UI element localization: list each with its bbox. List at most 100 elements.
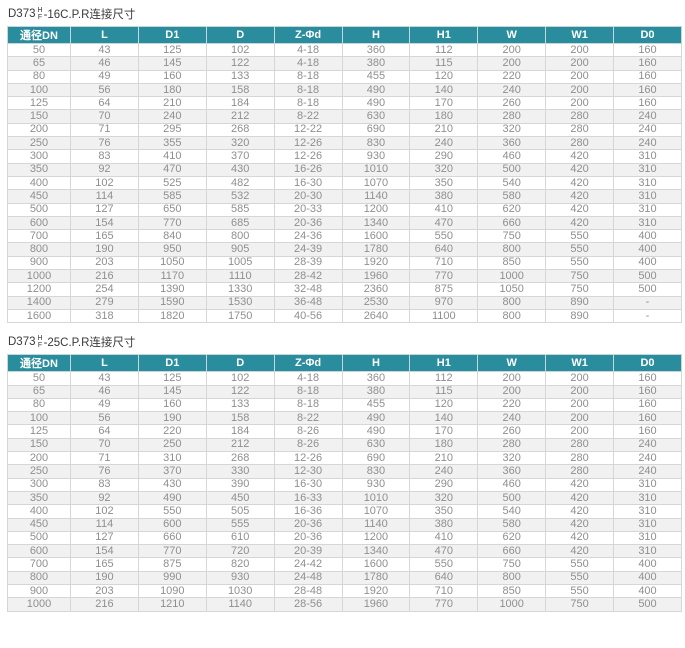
table-cell: 450 [7, 189, 71, 204]
table-cell: 1750 [205, 308, 275, 324]
table-cell: 184 [205, 424, 275, 439]
table-cell: 905 [205, 242, 275, 257]
table-cell: 280 [477, 437, 547, 453]
table-cell: 260 [477, 96, 547, 111]
table-cell: 550 [137, 504, 207, 519]
table-cell: 1340 [341, 215, 411, 231]
table-cell: 800 [7, 570, 71, 585]
table-cell: 1070 [341, 504, 411, 519]
table-cell: 750 [545, 269, 614, 284]
table-cell: 1200 [7, 282, 71, 297]
table-row: 100 56 190 158 8-22 490 140 240 200 160 [7, 411, 682, 426]
table-cell: 200 [477, 384, 547, 399]
table-cell: 28-42 [273, 269, 343, 284]
table-row: 800 190 990 930 24-48 1780 640 800 550 400 [7, 570, 682, 585]
header-row: 通径DN L D1 D Z-Φd H H1 W W1 D0 [7, 26, 682, 44]
table-cell: 1330 [205, 282, 275, 297]
table-cell: 240 [613, 136, 682, 151]
table-cell: 114 [70, 517, 139, 532]
table-cell: 585 [137, 189, 207, 204]
table-cell: 12-26 [273, 451, 343, 466]
column-header: H1 [409, 354, 479, 373]
table-cell: 158 [205, 411, 275, 426]
table-cell: 890 [545, 308, 614, 324]
table-cell: 160 [137, 69, 207, 84]
table-cell: 295 [137, 122, 207, 138]
table-cell: 190 [137, 411, 207, 426]
table-row: 125 64 210 184 8-18 490 170 260 200 160 [7, 96, 682, 111]
table-cell: 970 [409, 295, 479, 310]
table-cell: 800 [477, 295, 547, 310]
table-cell: 1200 [341, 530, 411, 546]
table-cell: 550 [409, 557, 479, 572]
table-cell: 8-26 [273, 424, 343, 439]
table-cell: 102 [205, 42, 275, 58]
table-cell: 1000 [7, 269, 71, 284]
table-cell: 200 [545, 384, 614, 399]
table-cell: 2530 [341, 295, 411, 310]
table-cell: 1170 [137, 269, 207, 284]
table-cell: 56 [70, 411, 139, 426]
table-cell: 320 [409, 162, 479, 177]
table-cell: 540 [477, 504, 547, 519]
table-cell: 210 [409, 451, 479, 466]
table-cell: 420 [545, 215, 614, 231]
table-cell: 122 [205, 56, 275, 71]
table-cell: 380 [341, 56, 411, 71]
table-cell: 203 [70, 583, 139, 599]
table-cell: 8-18 [273, 384, 343, 399]
table-cell: 400 [613, 242, 682, 257]
table-cell: 36-48 [273, 295, 343, 310]
table-cell: 220 [477, 69, 547, 84]
table-cell: 1920 [341, 255, 411, 271]
column-header: W [477, 26, 547, 44]
table-cell: 12-26 [273, 136, 343, 151]
table-cell: 43 [70, 371, 139, 386]
table-cell: 200 [477, 56, 547, 71]
table-cell: 1400 [7, 295, 71, 310]
table-cell: 1005 [205, 255, 275, 271]
table-cell: 1390 [137, 282, 207, 297]
table-row: 65 46 145 122 8-18 380 115 200 200 160 [7, 384, 682, 399]
table-cell: 420 [545, 477, 614, 492]
table-cell: 300 [7, 477, 71, 492]
table-cell: 350 [7, 162, 71, 177]
table-cell: 20-36 [273, 517, 343, 532]
table-cell: 76 [70, 136, 139, 151]
table-cell: 550 [545, 229, 614, 244]
table-cell: 70 [70, 437, 139, 453]
column-header: D0 [613, 26, 682, 44]
column-header: Z-Φd [273, 26, 343, 44]
title-hf-fraction: H F [38, 7, 43, 21]
table-cell: 46 [70, 56, 139, 71]
column-header: W [477, 354, 547, 373]
table-cell: 770 [137, 215, 207, 231]
table-row: 600 154 770 685 20-36 1340 470 660 420 310 [7, 215, 682, 231]
table-cell: 550 [545, 583, 614, 599]
table-row: 200 71 295 268 12-22 690 210 320 280 240 [7, 122, 682, 138]
table-cell: 122 [205, 384, 275, 399]
table-cell: 8-26 [273, 437, 343, 453]
table-cell: 630 [341, 437, 411, 453]
table-cell: 290 [409, 477, 479, 492]
table-cell: 200 [545, 411, 614, 426]
table-cell: 125 [7, 424, 71, 439]
table-cell: 580 [477, 517, 547, 532]
table-cell: 200 [545, 42, 614, 58]
table-row: 900 203 1090 1030 28-48 1920 710 850 550 400 [7, 583, 682, 599]
table-cell: 200 [545, 56, 614, 71]
table-cell: 420 [545, 490, 614, 506]
table-cell: 600 [7, 215, 71, 231]
table-cell: 280 [545, 451, 614, 466]
table-row: 400 102 550 505 16-36 1070 350 540 420 310 [7, 504, 682, 519]
table-row: 1000 216 1210 1140 28-56 1960 770 1000 750 500 [7, 597, 682, 612]
table-cell: 875 [137, 557, 207, 572]
column-header: W1 [545, 354, 614, 373]
table-cell: 220 [477, 397, 547, 413]
table-cell: 875 [409, 282, 479, 297]
table-cell: 630 [341, 109, 411, 124]
table-cell: 455 [341, 397, 411, 413]
table-cell: 1090 [137, 583, 207, 599]
table-cell: 28-56 [273, 597, 343, 612]
column-header: L [70, 354, 139, 373]
